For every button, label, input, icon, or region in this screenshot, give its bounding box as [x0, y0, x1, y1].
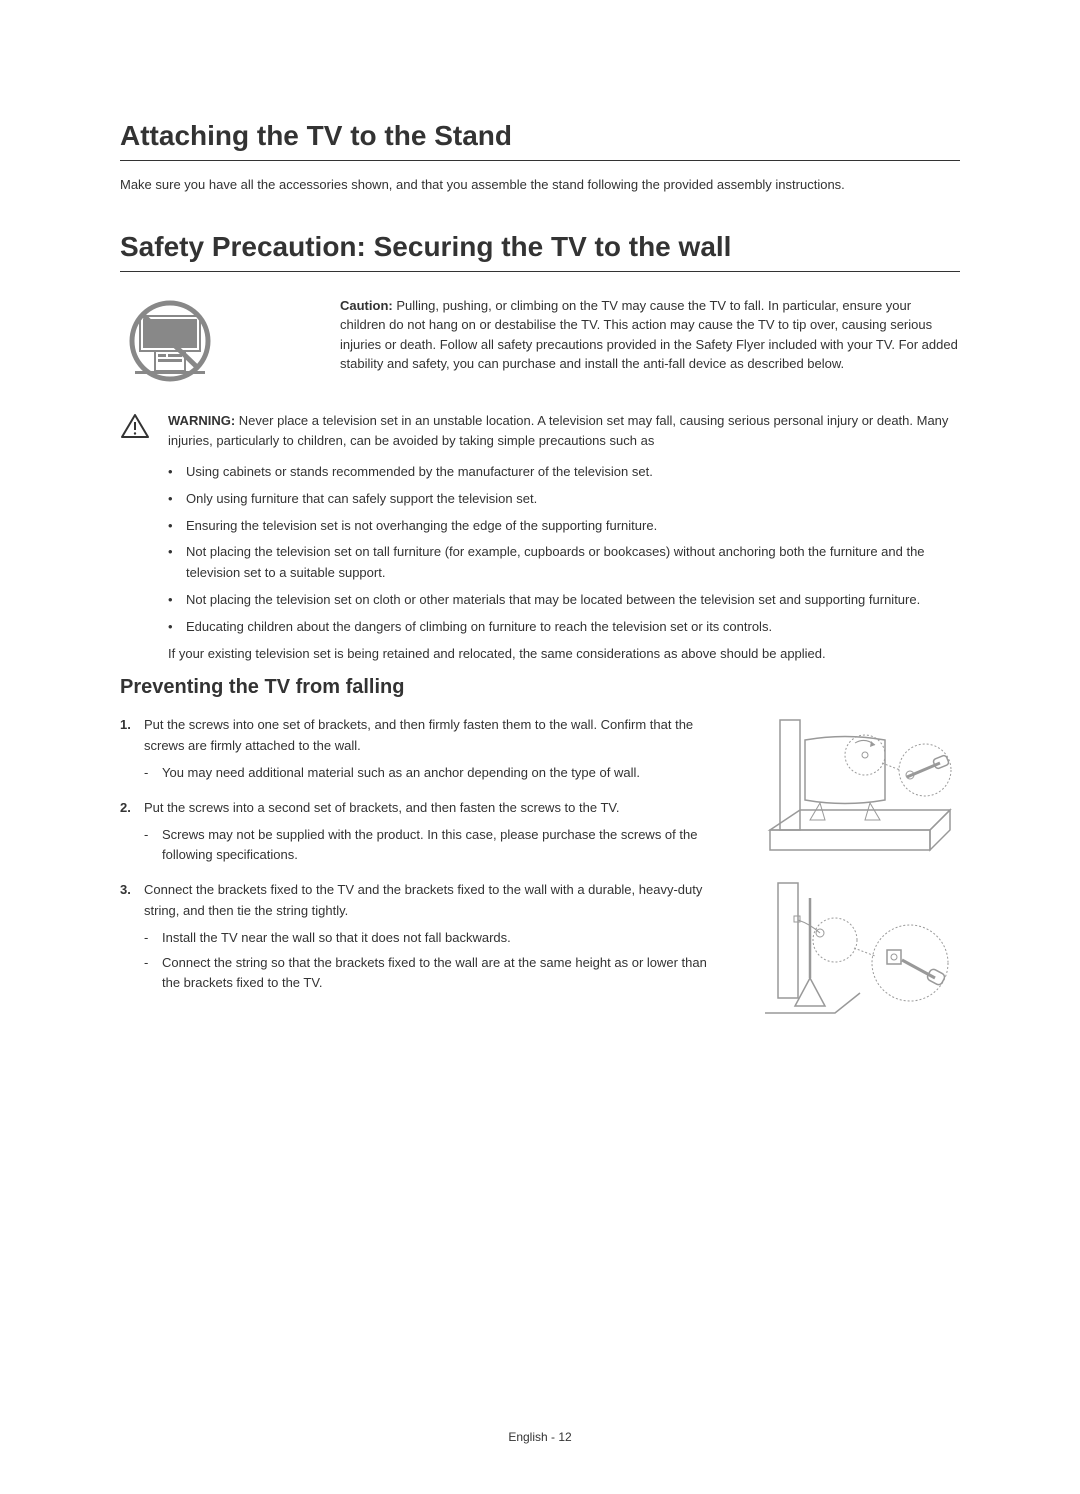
- bullet-item: Only using furniture that can safely sup…: [168, 489, 960, 510]
- tv-wall-mount-illustration-2: [750, 878, 960, 1023]
- numbered-steps: 1. Put the screws into one set of bracke…: [120, 715, 720, 994]
- caution-text: Caution: Pulling, pushing, or climbing o…: [340, 296, 960, 374]
- bullet-item: Not placing the television set on cloth …: [168, 590, 960, 611]
- step-sublist: You may need additional material such as…: [144, 763, 720, 784]
- intro-paragraph: Make sure you have all the accessories s…: [120, 175, 960, 195]
- sub-item: Install the TV near the wall so that it …: [144, 928, 720, 949]
- tv-wall-mount-illustration-1: [750, 715, 960, 860]
- step-text: Connect the brackets fixed to the TV and…: [144, 882, 702, 918]
- step-text: Put the screws into a second set of brac…: [144, 800, 620, 815]
- preventing-section: 1. Put the screws into one set of bracke…: [120, 715, 960, 1041]
- caution-section: Caution: Pulling, pushing, or climbing o…: [120, 296, 960, 391]
- tv-stand-prohibition-icon: [120, 296, 220, 391]
- bullet-item: Not placing the television set on tall f…: [168, 542, 960, 584]
- step-number: 1.: [120, 715, 131, 736]
- warning-triangle-icon: [120, 413, 150, 444]
- step-number: 3.: [120, 880, 131, 901]
- after-bullets-text: If your existing television set is being…: [120, 644, 960, 665]
- step-sublist: Install the TV near the wall so that it …: [144, 928, 720, 994]
- sub-item: You may need additional material such as…: [144, 763, 720, 784]
- warning-bullet-list: Using cabinets or stands recommended by …: [120, 462, 960, 638]
- step-item: 1. Put the screws into one set of bracke…: [120, 715, 720, 783]
- step-number: 2.: [120, 798, 131, 819]
- page-heading-3: Preventing the TV from falling: [120, 676, 960, 699]
- illustration-column: [750, 715, 960, 1041]
- page-footer: English - 12: [0, 1430, 1080, 1444]
- bullet-item: Educating children about the dangers of …: [168, 617, 960, 638]
- warning-section: WARNING: Never place a television set in…: [120, 411, 960, 453]
- caution-body: Pulling, pushing, or climbing on the TV …: [340, 298, 958, 372]
- warning-body: Never place a television set in an unsta…: [168, 413, 948, 449]
- bullet-item: Using cabinets or stands recommended by …: [168, 462, 960, 483]
- step-sublist: Screws may not be supplied with the prod…: [144, 825, 720, 867]
- step-item: 3. Connect the brackets fixed to the TV …: [120, 880, 720, 994]
- sub-item: Screws may not be supplied with the prod…: [144, 825, 720, 867]
- step-item: 2. Put the screws into a second set of b…: [120, 798, 720, 866]
- step-text: Put the screws into one set of brackets,…: [144, 717, 693, 753]
- warning-label: WARNING:: [168, 413, 235, 428]
- warning-text: WARNING: Never place a television set in…: [168, 411, 960, 453]
- caution-label: Caution:: [340, 298, 393, 313]
- page-heading-1: Attaching the TV to the Stand: [120, 120, 960, 161]
- steps-column: 1. Put the screws into one set of bracke…: [120, 715, 720, 1041]
- bullet-item: Ensuring the television set is not overh…: [168, 516, 960, 537]
- page-heading-2: Safety Precaution: Securing the TV to th…: [120, 231, 960, 272]
- sub-item: Connect the string so that the brackets …: [144, 953, 720, 995]
